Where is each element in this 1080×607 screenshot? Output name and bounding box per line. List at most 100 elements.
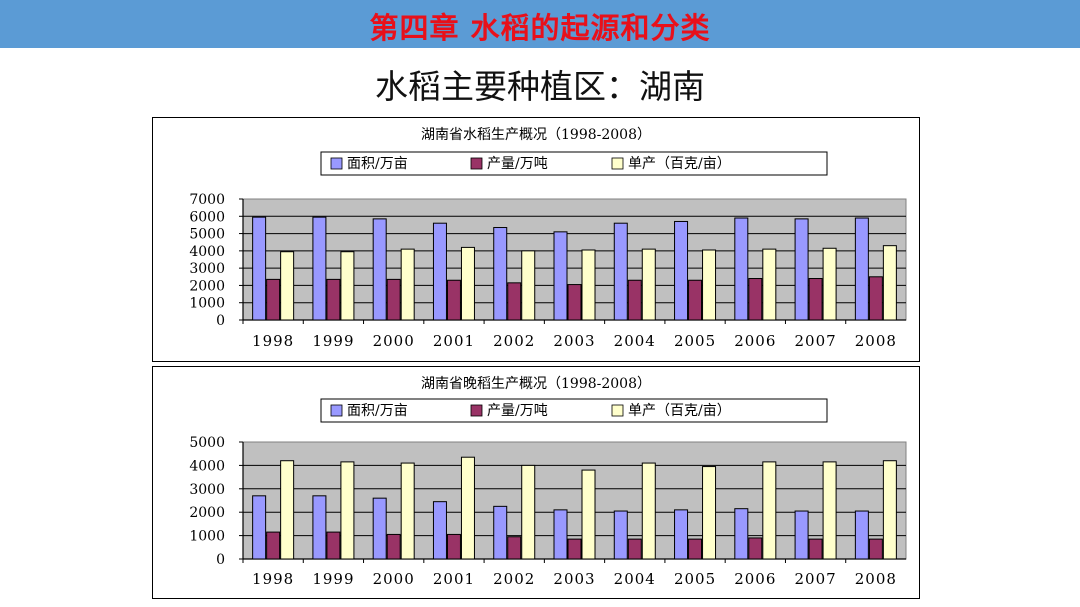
y-tick-label: 7000 [189, 192, 225, 208]
bar [762, 248, 777, 321]
bar [553, 231, 568, 321]
bar [882, 460, 897, 560]
chart-legend [320, 398, 828, 423]
bar [734, 217, 749, 321]
x-tick-label: 1999 [312, 570, 354, 588]
bar [326, 278, 341, 321]
bar [822, 461, 837, 560]
bar [734, 508, 749, 560]
bar [432, 222, 447, 321]
y-tick-label: 6000 [189, 209, 225, 225]
bar [613, 222, 628, 321]
legend-label: 面积/万亩 [347, 402, 408, 419]
bar [326, 531, 341, 560]
bar [521, 464, 536, 560]
chapter-title: 第四章 水稻的起源和分类 [369, 11, 711, 45]
legend-label: 面积/万亩 [347, 155, 408, 172]
chart-legend [320, 151, 828, 176]
header-banner: 第四章 水稻的起源和分类 [0, 0, 1080, 48]
y-tick-label: 0 [216, 552, 225, 568]
x-tick-label: 2008 [855, 570, 897, 588]
bar [854, 510, 869, 560]
x-tick-label: 2006 [734, 332, 776, 350]
chart-title: 湖南省晚稻生产概况（1998-2008） [421, 376, 651, 392]
y-tick-label: 3000 [189, 482, 225, 498]
y-tick-label: 1000 [189, 529, 225, 545]
x-tick-label: 2004 [614, 570, 656, 588]
bar [567, 538, 582, 560]
x-tick-label: 2004 [614, 332, 656, 350]
y-tick-label: 4000 [189, 458, 225, 474]
x-tick-label: 2003 [553, 332, 595, 350]
x-tick-label: 2001 [433, 570, 475, 588]
bar [432, 501, 447, 560]
bar [386, 533, 401, 560]
bar [748, 278, 763, 321]
bar [507, 282, 522, 321]
x-tick-label: 2007 [794, 332, 836, 350]
bar [794, 218, 809, 321]
bar [627, 279, 642, 321]
legend-swatch [611, 157, 624, 170]
bar [581, 249, 596, 321]
x-tick-label: 2001 [433, 332, 475, 350]
bar [627, 538, 642, 560]
bar [493, 505, 508, 560]
bar [674, 220, 689, 321]
bar [688, 279, 703, 321]
bar [854, 217, 869, 321]
legend-swatch [330, 404, 343, 417]
bar [446, 533, 461, 560]
bar [266, 278, 281, 321]
bar [266, 531, 281, 560]
bar [748, 537, 763, 560]
y-tick-label: 3000 [189, 261, 225, 277]
x-tick-label: 2006 [734, 570, 776, 588]
legend-swatch [330, 157, 343, 170]
rice-production-chart: 湖南省水稻生产概况（1998-2008） 面积/万亩 产量/万吨 单产（百克/亩） 0 1… [152, 117, 920, 362]
x-tick-label: 2008 [855, 332, 897, 350]
bar [567, 284, 582, 321]
bar [340, 251, 355, 321]
bar [553, 509, 568, 560]
bar [674, 509, 689, 560]
y-tick-label: 2000 [189, 278, 225, 294]
bar [882, 245, 897, 321]
x-tick-label: 2000 [373, 570, 415, 588]
x-tick-label: 2007 [794, 570, 836, 588]
bar [702, 466, 717, 560]
late-rice-production-chart: 湖南省晚稻生产概况（1998-2008） 面积/万亩 产量/万吨 单产（百克/亩） 0 1… [152, 366, 920, 599]
bar [252, 495, 267, 560]
slide-subtitle: 水稻主要种植区：湖南 [375, 67, 705, 106]
x-tick-label: 2002 [493, 570, 535, 588]
bar [493, 227, 508, 321]
bar [868, 538, 883, 560]
bar [460, 456, 475, 560]
bar [641, 248, 656, 321]
y-tick-label: 5000 [189, 435, 225, 451]
bar [808, 538, 823, 560]
legend-label: 产量/万吨 [487, 156, 548, 172]
x-tick-label: 2005 [674, 570, 716, 588]
y-tick-label: 1000 [189, 296, 225, 312]
bar [372, 218, 387, 321]
legend-swatch [470, 157, 483, 170]
bar [340, 461, 355, 560]
y-tick-label: 2000 [189, 505, 225, 521]
bar [762, 461, 777, 560]
chart-title: 湖南省水稻生产概况（1998-2008） [421, 127, 651, 143]
bar [521, 250, 536, 321]
bar [252, 216, 267, 321]
y-tick-label: 5000 [189, 227, 225, 243]
bar [446, 279, 461, 321]
bar [868, 276, 883, 321]
bar [507, 536, 522, 560]
bar [372, 497, 387, 560]
bar [400, 248, 415, 321]
bar [822, 247, 837, 321]
x-tick-label: 1998 [252, 570, 294, 588]
legend-label: 单产（百克/亩） [628, 155, 731, 172]
x-tick-label: 1999 [312, 332, 354, 350]
bar [808, 278, 823, 321]
bar [613, 510, 628, 560]
